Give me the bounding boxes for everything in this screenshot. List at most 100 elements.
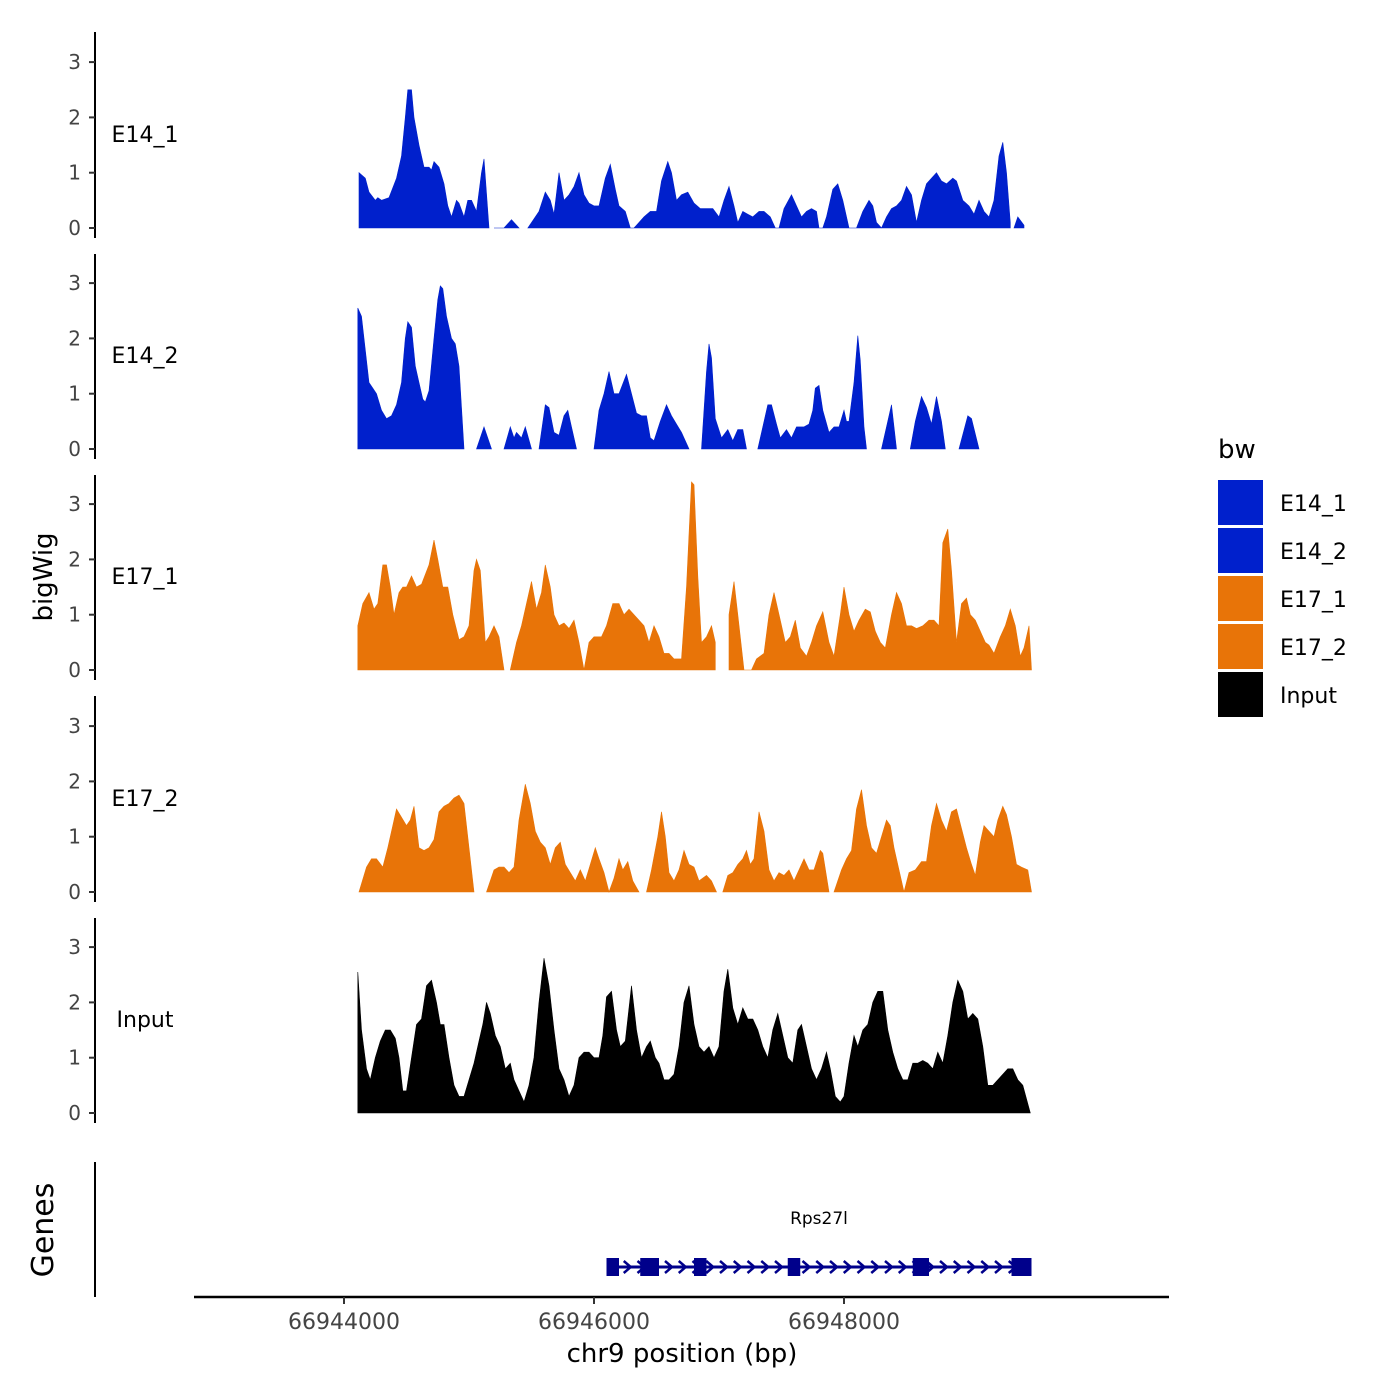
genes-axis-title: Genes (26, 1183, 61, 1278)
gene-strand-arrow (719, 1260, 729, 1274)
gene-strand-arrow (746, 1260, 757, 1274)
track-e14-2: 0 1 2 3 E14_2 (68, 254, 980, 461)
gene-strand-arrow (980, 1260, 991, 1274)
y-tick-label: 2 (68, 105, 81, 129)
bigwig-tracks: 0 1 2 3 E14_1 0 1 2 3 E14_2 0 1 2 3 E17_1 0 1 2 3 E17_2 0 1 2 3… (68, 32, 1032, 1125)
coverage-area (833, 789, 1032, 893)
legend: bw E14_1 E14_2 E17_1 E17_2 Input (1218, 435, 1347, 717)
gene-strand-arrow (677, 1260, 688, 1274)
coverage-area (486, 784, 640, 894)
gene-strand-arrow (994, 1260, 1004, 1274)
gene-strand-arrow (939, 1260, 949, 1274)
gene-strand-arrow (870, 1260, 881, 1274)
coverage-area (358, 794, 475, 893)
track-e17-1: 0 1 2 3 E17_1 (68, 475, 1032, 682)
gene-strand-arrow (966, 1260, 977, 1274)
y-tick-label: 1 (68, 1046, 81, 1070)
track-label: Input (117, 1008, 174, 1033)
coverage-area (494, 219, 520, 229)
y-tick-label: 3 (68, 50, 81, 74)
gene-strand-arrow (856, 1260, 867, 1274)
track-e14-1: 0 1 2 3 E14_1 (68, 32, 1025, 240)
gene-strand-arrow (884, 1260, 894, 1274)
gene-strand-arrow (801, 1260, 812, 1274)
legend-swatch (1218, 672, 1263, 717)
gene-strand-arrow (774, 1260, 784, 1274)
y-tick-label: 2 (68, 547, 81, 571)
coverage-area (1013, 216, 1025, 229)
coverage-area (538, 404, 577, 450)
coverage-area (357, 285, 465, 450)
genes-track: Rps27l (94, 1162, 1032, 1297)
coverage-area (527, 142, 1011, 229)
legend-swatch (1218, 528, 1263, 573)
track-input: 0 1 2 3 Input (68, 918, 1031, 1125)
gene-strand-arrow (622, 1260, 633, 1274)
y-tick-label: 2 (68, 769, 81, 793)
legend-label: E17_2 (1280, 636, 1347, 661)
gene-strand-arrow (815, 1260, 826, 1274)
legend-swatch (1218, 624, 1263, 669)
track-label: E17_2 (112, 787, 179, 812)
coverage-area (357, 958, 1031, 1114)
x-axis: 66944000 66946000 66948000 (194, 1295, 1169, 1335)
y-tick-label: 1 (68, 382, 81, 406)
coverage-area (757, 335, 867, 450)
legend-label: E14_2 (1280, 540, 1347, 565)
y-tick-label: 2 (68, 326, 81, 350)
y-tick-label: 1 (68, 161, 81, 185)
track-label: E14_1 (112, 123, 179, 148)
legend-label: E17_1 (1280, 588, 1347, 613)
coverage-area (701, 343, 747, 450)
y-tick-label: 1 (68, 825, 81, 849)
legend-label: E14_1 (1280, 492, 1347, 517)
gene-strand-arrow (842, 1260, 853, 1274)
gene-strand-arrow (897, 1260, 908, 1274)
coverage-area (722, 811, 830, 893)
y-tick-label: 0 (68, 880, 81, 904)
y-tick-label: 3 (68, 271, 81, 295)
gene-exon (640, 1258, 659, 1276)
legend-label: Input (1280, 684, 1337, 709)
gene-strand-arrow (952, 1260, 963, 1274)
coverage-area (909, 395, 946, 450)
coverage-area (646, 811, 717, 893)
y-tick-label: 2 (68, 990, 81, 1014)
y-tick-label: 3 (68, 492, 81, 516)
gene-exon (694, 1258, 707, 1276)
coverage-area (958, 415, 980, 450)
track-label: E17_1 (112, 565, 179, 590)
track-e17-2: 0 1 2 3 E17_2 (68, 696, 1032, 904)
coverage-area (728, 528, 1032, 671)
y-tick-label: 1 (68, 603, 81, 627)
y-tick-label: 0 (68, 1101, 81, 1125)
legend-title: bw (1218, 435, 1256, 465)
gene-strand-arrow (760, 1260, 771, 1274)
y-tick-label: 0 (68, 216, 81, 240)
coverage-area (358, 89, 490, 229)
coverage-area (593, 371, 690, 450)
coverage-area (357, 539, 505, 671)
gene-strand-arrow (705, 1260, 716, 1274)
y-axis-title: bigWig (29, 532, 59, 621)
x-tick-label: 66944000 (288, 1310, 400, 1335)
coverage-area (503, 425, 532, 450)
x-tick-label: 66946000 (538, 1310, 650, 1335)
gene-exon (912, 1258, 929, 1276)
coverage-area (509, 481, 716, 671)
gene-exon (606, 1258, 619, 1276)
y-tick-label: 0 (68, 437, 81, 461)
gene-name-label: Rps27l (790, 1209, 848, 1229)
gene-exon (787, 1258, 801, 1276)
gene-strand-arrow (664, 1260, 674, 1274)
gene-exon (1011, 1258, 1032, 1276)
gene-strand-arrow (732, 1260, 743, 1274)
coverage-area (881, 404, 897, 450)
track-label: E14_2 (112, 344, 179, 369)
y-tick-label: 3 (68, 935, 81, 959)
y-tick-label: 0 (68, 658, 81, 682)
gene-strand-arrow (829, 1260, 839, 1274)
coverage-area (476, 425, 492, 450)
legend-swatch (1218, 480, 1263, 525)
